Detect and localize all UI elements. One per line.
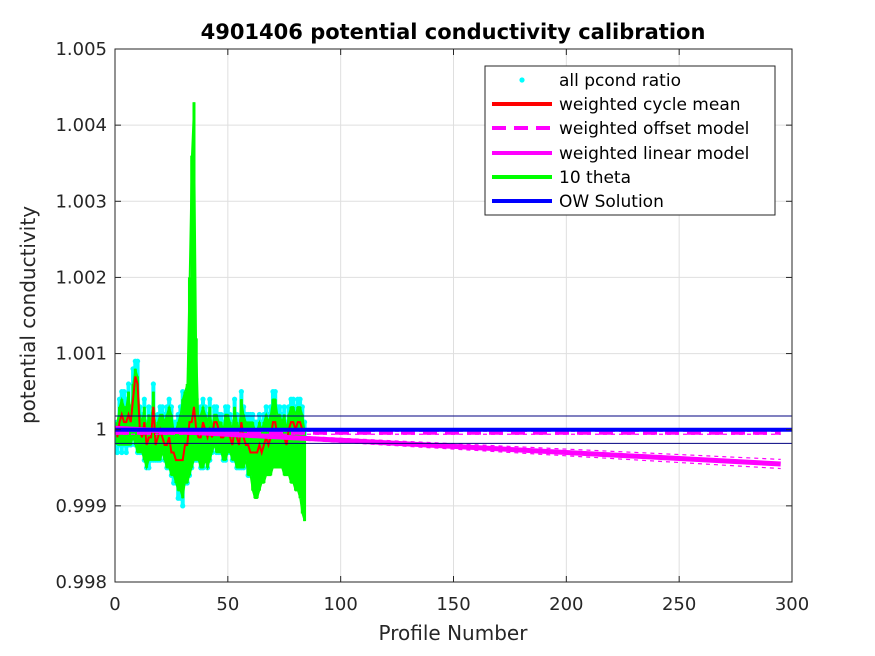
- y-tick-label: 1.005: [55, 39, 107, 60]
- y-axis-label: potential conductivity: [16, 206, 40, 424]
- pcond-ratio-point: [200, 396, 206, 402]
- theta-upper-line: [116, 102, 306, 433]
- pcond-ratio-point: [281, 404, 287, 410]
- legend-label-pcond: all pcond ratio: [559, 71, 681, 91]
- legend-label-linear-model: weighted linear model: [559, 144, 749, 164]
- chart-title: 4901406 potential conductivity calibrati…: [201, 20, 706, 44]
- pcond-ratio-point: [232, 396, 238, 402]
- linear-model-lower: [114, 428, 781, 470]
- pcond-ratio-point: [146, 404, 152, 410]
- pcond-ratio-point: [297, 396, 303, 402]
- pcond-ratio-point: [125, 381, 132, 387]
- pcond-ratio-point: [141, 396, 147, 402]
- pcond-ratio-point: [277, 404, 283, 410]
- pcond-ratio-point: [114, 449, 120, 456]
- pcond-ratio-point: [225, 404, 231, 410]
- pcond-ratio-point: [134, 358, 141, 364]
- legend: all pcond ratio weighted cycle mean weig…: [484, 65, 776, 216]
- pcond-ratio-point: [150, 381, 156, 387]
- y-tick-label: 1: [96, 420, 107, 441]
- x-tick-label: 50: [216, 594, 239, 615]
- theta-lower-line: [117, 434, 306, 522]
- pcond-ratio-point: [207, 396, 213, 402]
- x-tick-label: 200: [549, 594, 583, 615]
- x-tick-label: 100: [323, 594, 357, 615]
- legend-sample-dot: [519, 77, 525, 83]
- pcond-ratio-point: [238, 389, 244, 395]
- x-tick-label: 300: [775, 594, 809, 615]
- pcond-ratio-point: [166, 396, 172, 402]
- pcond-ratio-point: [180, 503, 186, 509]
- pcond-ratio-point: [272, 389, 278, 395]
- y-tick-label: 1.001: [55, 344, 107, 365]
- legend-label-ow-solution: OW Solution: [559, 192, 664, 212]
- pcond-ratio-point: [119, 449, 125, 456]
- x-tick-label: 150: [436, 594, 470, 615]
- pcond-ratio-point: [290, 396, 296, 402]
- legend-label-10-theta: 10 theta: [559, 168, 631, 188]
- y-tick-label: 1.002: [55, 267, 107, 288]
- x-tick-label: 250: [662, 594, 696, 615]
- x-tick-label: 0: [109, 594, 120, 615]
- pcond-ratio-point: [159, 404, 165, 410]
- legend-label-offset-model: weighted offset model: [559, 119, 749, 139]
- pcond-ratio-point: [123, 449, 129, 456]
- linear-model-upper: [114, 426, 781, 461]
- y-tick-label: 0.999: [55, 496, 107, 517]
- pcond-ratio-point: [263, 404, 269, 410]
- y-tick-label: 1.003: [55, 191, 107, 212]
- legend-label-cycle-mean: weighted cycle mean: [559, 95, 741, 115]
- y-tick-label: 1.004: [55, 115, 107, 136]
- axis-ticks: 0 50 100 150 200 250 300 0.998 0.999 1 1.001 1.002 1…: [55, 39, 809, 615]
- pcond-ratio-point: [121, 389, 127, 395]
- y-tick-label: 0.998: [55, 572, 107, 593]
- x-axis-label: Profile Number: [379, 621, 529, 645]
- legend-box: [484, 65, 776, 216]
- pcond-ratio-point: [213, 404, 220, 410]
- plot-area: [114, 102, 792, 522]
- linear-model-line: [114, 425, 781, 467]
